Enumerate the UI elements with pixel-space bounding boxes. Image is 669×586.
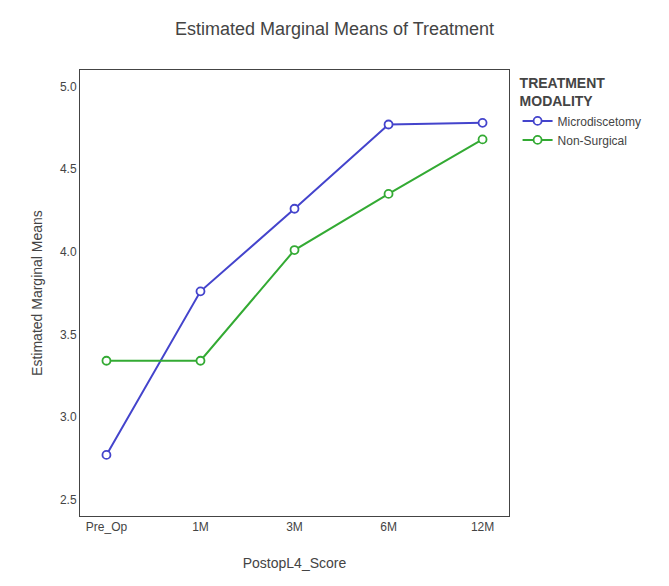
svg-text:TREATMENTMODALITY: TREATMENTMODALITY — [520, 75, 606, 109]
svg-text:PostopL4_Score: PostopL4_Score — [243, 555, 347, 571]
svg-text:3.5: 3.5 — [60, 328, 77, 342]
svg-text:12M: 12M — [471, 520, 494, 534]
svg-text:4.5: 4.5 — [60, 162, 77, 176]
svg-text:3M: 3M — [286, 520, 303, 534]
svg-text:4.0: 4.0 — [60, 245, 77, 259]
svg-text:2.5: 2.5 — [60, 493, 77, 507]
svg-text:1M: 1M — [192, 520, 209, 534]
svg-text:Microdiscetomy: Microdiscetomy — [558, 115, 641, 129]
svg-text:5.0: 5.0 — [60, 80, 77, 94]
svg-text:Estimated Marginal Means: Estimated Marginal Means — [29, 210, 45, 376]
svg-text:Pre_Op: Pre_Op — [86, 520, 128, 534]
svg-text:6M: 6M — [380, 520, 397, 534]
svg-text:3.0: 3.0 — [60, 410, 77, 424]
svg-text:Non-Surgical: Non-Surgical — [558, 134, 627, 148]
svg-text:Estimated Marginal Means of Tr: Estimated Marginal Means of Treatment — [175, 19, 494, 39]
